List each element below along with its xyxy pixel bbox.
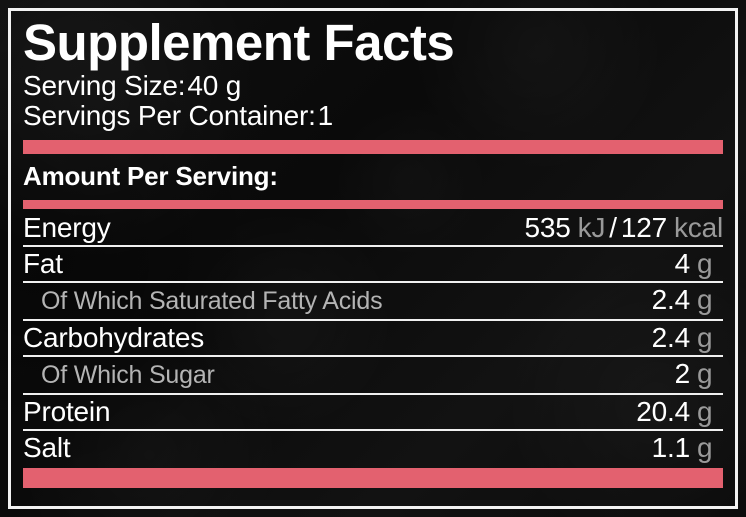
table-row: Fat 4 g [23, 245, 723, 281]
nutrient-table: Energy 535 kJ/127 kcal Fat 4 g Of Which Saturat… [23, 209, 723, 465]
nutrient-label: Of Which Sugar [41, 361, 215, 389]
accent-bar-middle [23, 200, 723, 209]
nutrient-label: Protein [23, 396, 111, 427]
servings-per-container-value: 1 [317, 100, 334, 131]
nutrient-amount: 2.4 [651, 322, 691, 353]
nutrient-label: Fat [23, 248, 63, 279]
page-title: Supplement Facts [23, 14, 455, 71]
energy-kj-number: 535 [524, 212, 571, 243]
nutrient-unit: g [697, 396, 713, 427]
nutrient-label: Energy [23, 212, 111, 243]
nutrient-unit: g [697, 284, 713, 315]
serving-size-line: Serving Size:40 g [23, 71, 723, 101]
table-row: Salt 1.1 g [23, 429, 723, 465]
energy-kj-unit: kJ [577, 212, 606, 243]
nutrient-unit: g [697, 432, 713, 463]
nutrient-unit: g [697, 322, 713, 353]
accent-bar-top [23, 140, 723, 154]
nutrient-amount: 1.1 [651, 432, 691, 463]
nutrient-amount: 2 [674, 358, 691, 389]
nutrient-label: Carbohydrates [23, 322, 205, 353]
nutrient-value: 2.4 g [652, 322, 723, 353]
nutrient-label: Of Which Saturated Fatty Acids [41, 287, 383, 315]
nutrient-value: 1.1 g [652, 432, 723, 463]
table-row: Carbohydrates 2.4 g [23, 319, 723, 355]
nutrient-unit: g [697, 248, 713, 279]
energy-kcal-number: 127 [620, 212, 667, 243]
energy-kcal-unit: kcal [674, 212, 723, 243]
nutrient-value: 535 kJ/127 kcal [524, 212, 724, 243]
servings-per-container-label: Servings Per Container: [23, 100, 316, 131]
label-frame: Supplement Facts Serving Size:40 g Servi… [8, 8, 738, 509]
servings-per-container-line: Servings Per Container:1 [23, 101, 723, 131]
nutrient-amount: 20.4 [636, 396, 690, 427]
amount-per-serving-heading: Amount Per Serving: [23, 161, 278, 191]
nutrient-amount: 2.4 [651, 284, 691, 315]
serving-size-label: Serving Size: [23, 70, 186, 101]
nutrient-value: 20.4 g [636, 396, 723, 427]
table-row: Protein 20.4 g [23, 393, 723, 429]
table-row: Of Which Sugar 2 g [23, 355, 723, 393]
nutrient-value: 2.4 g [652, 284, 723, 315]
energy-separator: / [609, 212, 617, 243]
table-row: Of Which Saturated Fatty Acids 2.4 g [23, 281, 723, 319]
serving-size-value: 40 g [187, 70, 242, 101]
table-row: Energy 535 kJ/127 kcal [23, 209, 723, 245]
nutrient-amount: 4 [674, 248, 691, 279]
accent-bar-bottom [23, 468, 723, 488]
nutrient-unit: g [697, 358, 713, 389]
nutrient-label: Salt [23, 432, 71, 463]
